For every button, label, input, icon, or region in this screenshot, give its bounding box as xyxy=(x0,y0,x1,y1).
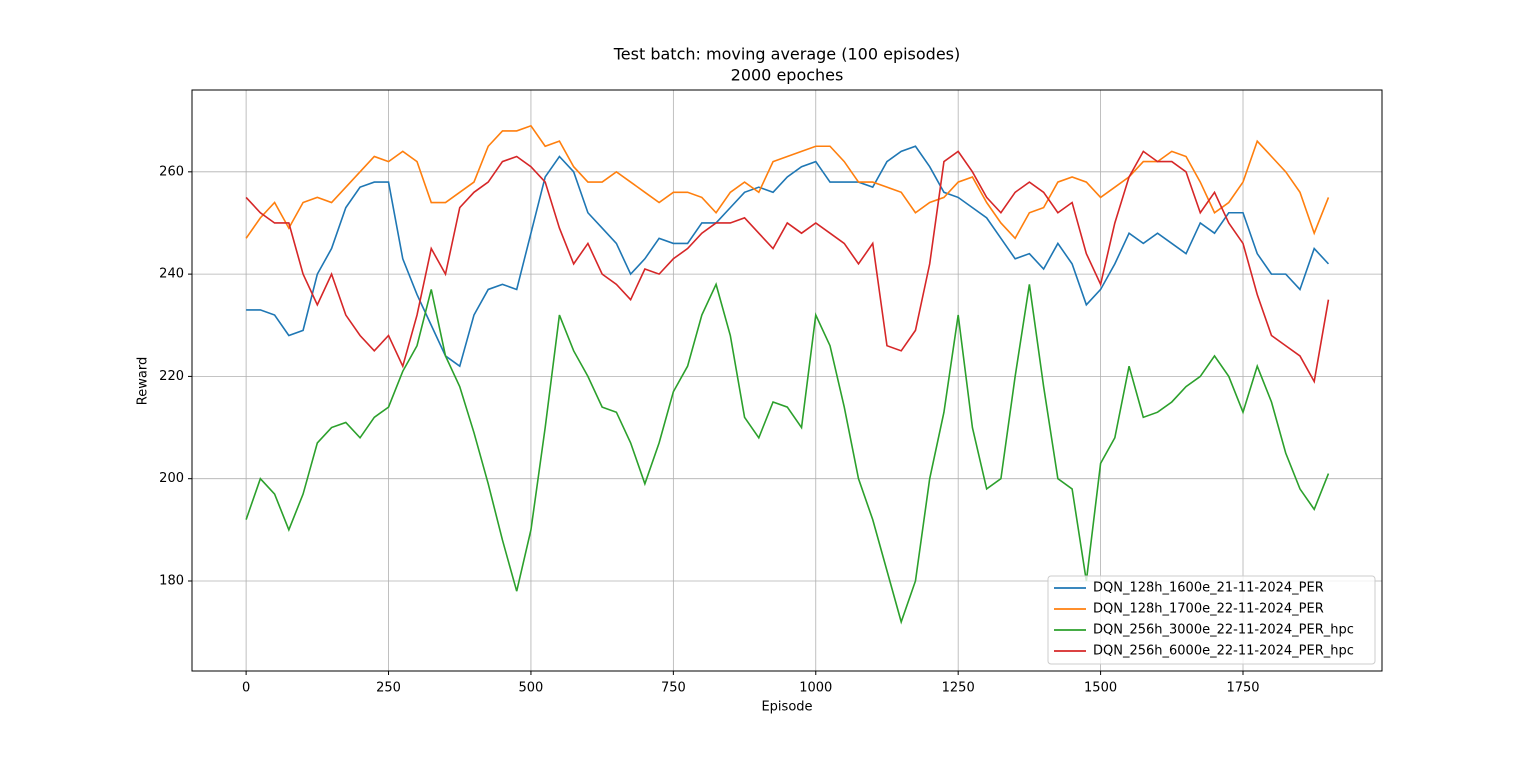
series-line xyxy=(246,145,1330,368)
legend-label: DQN_128h_1600e_21-11-2024_PER xyxy=(1093,581,1324,596)
legend-label: DQN_256h_6000e_22-11-2024_PER_hpc xyxy=(1093,644,1354,659)
x-tick-label: 1750 xyxy=(1226,681,1259,696)
y-tick-label: 220 xyxy=(159,369,184,384)
y-axis-label: Reward xyxy=(136,357,151,405)
legend-box xyxy=(1047,575,1376,665)
y-tick-label: 240 xyxy=(159,267,184,282)
legend-label: DQN_256h_3000e_22-11-2024_PER_hpc xyxy=(1093,623,1354,638)
series-line xyxy=(245,282,1330,625)
chart-subtitle: 2000 epoches xyxy=(731,66,844,85)
x-tick-label: 250 xyxy=(376,681,401,696)
x-tick-label: 500 xyxy=(519,681,544,696)
series-line xyxy=(245,150,1330,384)
x-tick-label: 1500 xyxy=(1084,681,1117,696)
x-axis-label: Episode xyxy=(761,700,812,715)
y-tick-label: 200 xyxy=(159,471,184,486)
series-line xyxy=(245,124,1330,240)
chart-title: Test batch: moving average (100 episodes… xyxy=(613,45,961,64)
y-tick-label: 180 xyxy=(159,573,184,588)
x-tick-label: 1250 xyxy=(942,681,975,696)
y-tick-label: 260 xyxy=(159,164,184,179)
x-tick-label: 1000 xyxy=(799,681,832,696)
plot-frame xyxy=(191,89,1383,672)
legend-label: DQN_128h_1700e_22-11-2024_PER xyxy=(1093,602,1324,617)
x-tick-label: 750 xyxy=(661,681,686,696)
x-tick-label: 0 xyxy=(242,681,250,696)
